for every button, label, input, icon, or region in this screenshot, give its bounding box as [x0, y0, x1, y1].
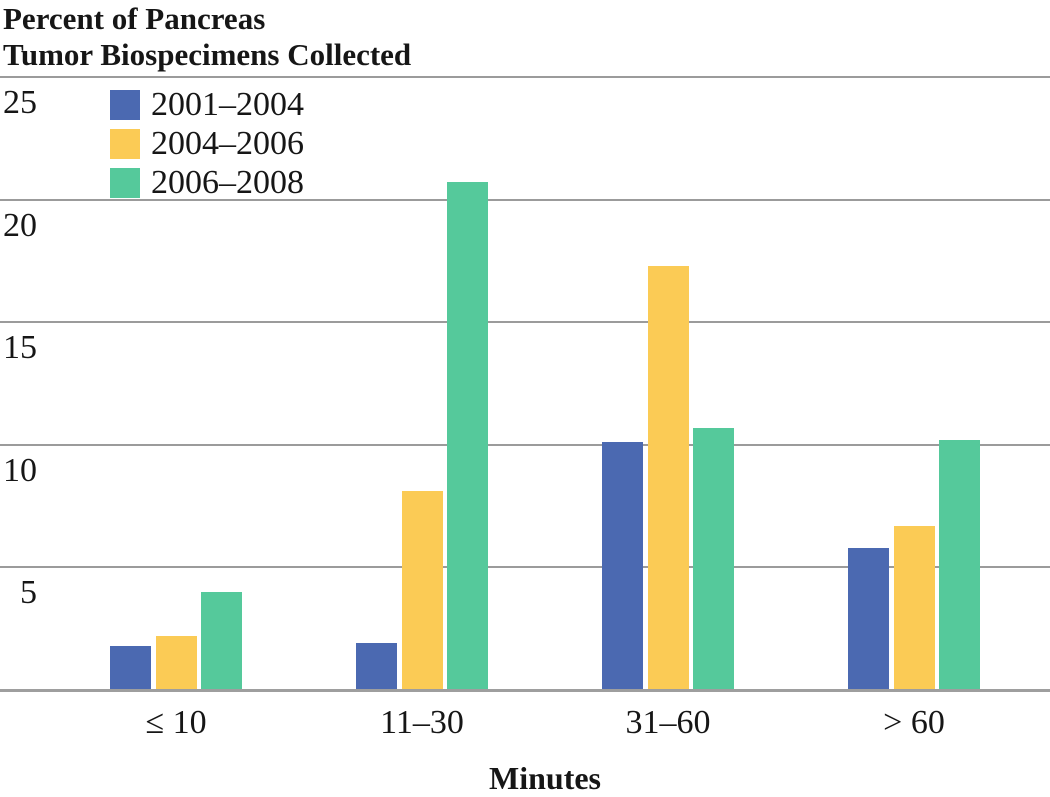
x-tick-label-2: 11–30	[380, 704, 464, 741]
bar-2006-2008-group-4	[939, 440, 980, 690]
bar-2006-2008-group-2	[447, 182, 488, 690]
legend: 2001–2004 2004–2006 2006–2008	[110, 85, 304, 202]
legend-label: 2006–2008	[151, 163, 304, 201]
legend-label: 2001–2004	[151, 85, 304, 123]
y-tick-label-25: 25	[3, 84, 37, 121]
y-tick-label-10: 10	[3, 452, 37, 489]
x-tick-label-1: ≤ 10	[145, 704, 207, 741]
gridline-5	[0, 566, 1050, 568]
bar-2004-2006-group-4	[893, 526, 935, 690]
gridline-15	[0, 321, 1050, 323]
bar-2001-2004-group-1	[110, 646, 151, 690]
x-tick-label-3: 31–60	[625, 704, 711, 741]
gridline-20	[0, 199, 1050, 201]
legend-swatch-icon	[110, 89, 140, 120]
x-axis-title: Minutes	[489, 760, 601, 796]
legend-label: 2004–2006	[151, 124, 304, 162]
legend-swatch-icon	[110, 167, 140, 198]
bar-2004-2006-group-2	[401, 491, 443, 690]
chart-title: Percent of Pancreas Tumor Biospecimens C…	[3, 1, 411, 73]
legend-item-2: 2004–2006	[110, 124, 304, 163]
x-axis-line	[0, 689, 1050, 692]
bar-2006-2008-group-3	[693, 428, 734, 690]
legend-item-3: 2006–2008	[110, 163, 304, 202]
bar-2006-2008-group-1	[201, 592, 242, 690]
bar-2004-2006-group-3	[647, 266, 689, 690]
legend-swatch-icon	[110, 128, 140, 159]
bar-2004-2006-group-1	[155, 636, 197, 690]
y-tick-label-15: 15	[3, 329, 37, 366]
gridline-10	[0, 444, 1050, 446]
y-tick-label-20: 20	[3, 207, 37, 244]
legend-item-1: 2001–2004	[110, 85, 304, 124]
chart-title-line-2: Tumor Biospecimens Collected	[3, 37, 412, 72]
gridline-25	[0, 76, 1050, 78]
chart-title-line-1: Percent of Pancreas	[3, 1, 266, 36]
bar-2001-2004-group-4	[848, 548, 889, 690]
bar-2001-2004-group-2	[356, 643, 397, 690]
y-tick-label-5: 5	[20, 574, 37, 611]
x-tick-label-4: > 60	[883, 704, 945, 741]
bar-2001-2004-group-3	[602, 442, 643, 690]
